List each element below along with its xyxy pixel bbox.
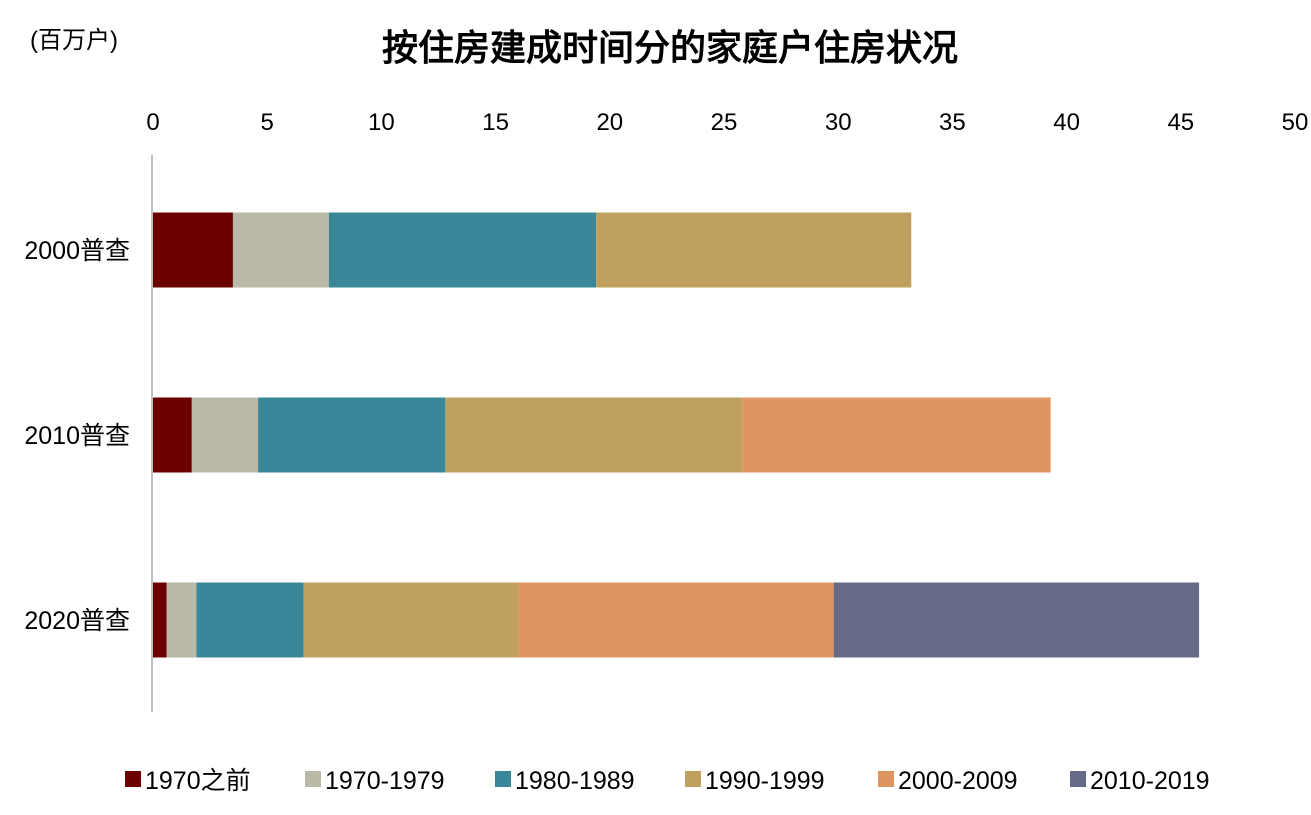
legend-swatch [495, 771, 511, 787]
x-tick-label: 35 [939, 109, 966, 136]
category-label: 2000普查 [24, 237, 130, 265]
bar-segment [232, 212, 329, 288]
x-tick-label: 15 [482, 109, 509, 136]
category-label: 2010普查 [24, 422, 130, 450]
x-tick-label: 25 [711, 109, 738, 136]
chart-title: 按住房建成时间分的家庭户住房状况 [382, 27, 958, 68]
bar-segment [153, 582, 167, 658]
legend-label: 2000-2009 [898, 767, 1018, 795]
legend-label: 1990-1999 [705, 767, 825, 795]
x-tick-label: 10 [368, 109, 395, 136]
x-tick-label: 45 [1167, 109, 1194, 136]
bar-segment [328, 212, 597, 288]
unit-label: (百万户) [30, 27, 118, 54]
legend-swatch [685, 771, 701, 787]
x-tick-label: 0 [146, 109, 159, 136]
bar-segment [196, 582, 304, 658]
x-tick-label: 5 [261, 109, 274, 136]
legend-label: 2010-2019 [1090, 767, 1210, 795]
x-tick-label: 40 [1053, 109, 1080, 136]
bar-segment [166, 582, 197, 658]
bar-segment [153, 397, 192, 473]
bar-segment [518, 582, 834, 658]
x-tick-label: 30 [825, 109, 852, 136]
bar-segment [303, 582, 519, 658]
bar-segment [596, 212, 912, 288]
x-tick-label: 50 [1282, 109, 1309, 136]
bar-segment [258, 397, 446, 473]
x-tick-label: 20 [596, 109, 623, 136]
bar-segment [833, 582, 1200, 658]
legend-label: 1980-1989 [515, 767, 635, 795]
bar-segment [742, 397, 1051, 473]
bar-segment [153, 212, 233, 288]
bar-segment [445, 397, 743, 473]
legend-label: 1970之前 [145, 767, 251, 795]
legend-label: 1970-1979 [325, 767, 445, 795]
legend-swatch [125, 771, 141, 787]
legend-swatch [878, 771, 894, 787]
legend-swatch [305, 771, 321, 787]
legend-swatch [1070, 771, 1086, 787]
bar-segment [191, 397, 259, 473]
category-label: 2020普查 [24, 607, 130, 635]
